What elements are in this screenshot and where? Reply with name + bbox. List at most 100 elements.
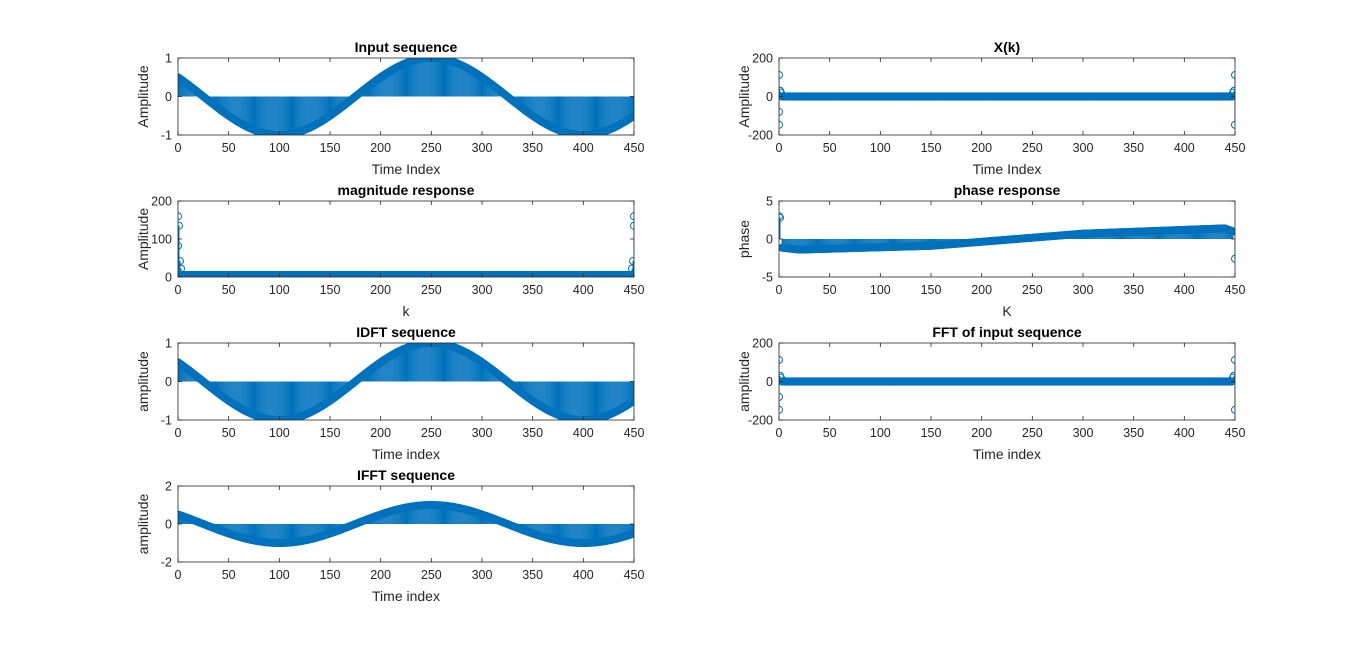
spike-marker-fft-7 xyxy=(1231,355,1235,364)
xtick-label-mag-2: 100 xyxy=(269,283,290,297)
xtick-label-mag-4: 200 xyxy=(370,283,391,297)
spike-marker-mag-0 xyxy=(178,212,182,221)
y-axis-label-xk: Amplitude xyxy=(736,65,752,127)
ytick-label-phase-0: -5 xyxy=(762,271,773,285)
ytick-label-mag-1: 100 xyxy=(151,233,172,247)
xtick-label-idft-6: 300 xyxy=(472,426,493,440)
spike-marker-fft-3 xyxy=(779,371,785,380)
xtick-label-input-6: 300 xyxy=(472,141,493,155)
spike-marker-fft-0 xyxy=(779,355,783,364)
xtick-label-phase-6: 300 xyxy=(1073,283,1094,297)
ytick-label-idft-1: 0 xyxy=(165,375,172,389)
ytick-label-mag-0: 0 xyxy=(165,271,172,285)
xtick-label-fft-0: 0 xyxy=(776,426,783,440)
xtick-label-phase-8: 400 xyxy=(1174,283,1195,297)
xtick-label-fft-5: 250 xyxy=(1022,426,1043,440)
series-idft xyxy=(178,343,634,420)
spike-marker-fft-1 xyxy=(779,392,783,401)
xtick-label-fft-6: 300 xyxy=(1073,426,1094,440)
x-axis-label-input: Time Index xyxy=(372,161,441,177)
chart-title-idft: IDFT sequence xyxy=(356,324,456,340)
xtick-label-mag-3: 150 xyxy=(320,283,341,297)
xtick-label-fft-2: 100 xyxy=(870,426,891,440)
xtick-label-fft-7: 350 xyxy=(1123,426,1144,440)
marker-phase-448 xyxy=(1228,227,1235,236)
chart-title-input: Input sequence xyxy=(355,39,458,55)
spike-marker-xk-0 xyxy=(779,70,783,79)
ytick-label-xk-1: 0 xyxy=(766,90,773,104)
xtick-label-mag-6: 300 xyxy=(472,283,493,297)
y-axis-label-fft: amplitude xyxy=(736,351,752,412)
xtick-label-mag-5: 250 xyxy=(421,283,442,297)
x-axis-label-fft: Time index xyxy=(973,446,1041,462)
xtick-label-xk-1: 50 xyxy=(823,141,837,155)
xtick-label-mag-8: 400 xyxy=(573,283,594,297)
xtick-label-input-3: 150 xyxy=(320,141,341,155)
spike-marker-xk-7 xyxy=(1231,70,1235,79)
x-axis-label-phase: K xyxy=(1002,303,1012,319)
xtick-label-idft-7: 350 xyxy=(522,426,543,440)
xtick-label-xk-5: 250 xyxy=(1022,141,1043,155)
spike-marker-mag-1 xyxy=(178,241,182,250)
xtick-label-xk-0: 0 xyxy=(776,141,783,155)
xtick-label-fft-1: 50 xyxy=(823,426,837,440)
chart-mag: 0 50 100 150 200 250 300 350 400 450 0 100 200 magnit… xyxy=(135,182,644,319)
series-xk xyxy=(779,70,1235,129)
xtick-label-fft-4: 200 xyxy=(971,426,992,440)
spike-marker-fft-2 xyxy=(779,405,783,414)
spike-marker-phase-0 xyxy=(779,212,783,221)
x-axis-label-mag: k xyxy=(403,303,411,319)
xtick-label-idft-8: 400 xyxy=(573,426,594,440)
ytick-label-xk-2: 200 xyxy=(752,52,773,66)
xtick-label-idft-0: 0 xyxy=(175,426,182,440)
chart-title-fft: FFT of input sequence xyxy=(932,324,1082,340)
ytick-label-idft-0: -1 xyxy=(161,414,172,428)
xtick-label-phase-0: 0 xyxy=(776,283,783,297)
xtick-label-xk-7: 350 xyxy=(1123,141,1144,155)
y-axis-label-idft: amplitude xyxy=(135,351,151,412)
xtick-label-xk-3: 150 xyxy=(921,141,942,155)
series-fft xyxy=(779,355,1235,414)
ytick-label-input-1: 0 xyxy=(165,90,172,104)
xtick-label-input-4: 200 xyxy=(370,141,391,155)
spike-marker-xk-3 xyxy=(779,86,785,95)
spike-marker-mag-4 xyxy=(178,264,186,273)
spike-marker-mag-5 xyxy=(627,264,634,273)
xtick-label-phase-9: 450 xyxy=(1225,283,1246,297)
xtick-label-phase-5: 250 xyxy=(1022,283,1043,297)
spike-marker-mag-6 xyxy=(628,257,634,266)
xtick-label-phase-4: 200 xyxy=(971,283,992,297)
spike-marker-xk-2 xyxy=(779,120,783,129)
x-axis-label-idft: Time index xyxy=(372,446,440,462)
spike-marker-xk-8 xyxy=(1231,120,1235,129)
xtick-label-idft-1: 50 xyxy=(222,426,236,440)
xtick-label-xk-8: 400 xyxy=(1174,141,1195,155)
spike-marker-phase-2 xyxy=(1231,254,1235,263)
xtick-label-input-1: 50 xyxy=(222,141,236,155)
xtick-label-input-0: 0 xyxy=(175,141,182,155)
xtick-label-mag-9: 450 xyxy=(624,283,645,297)
series-mag xyxy=(178,212,634,277)
y-axis-label-phase: phase xyxy=(736,220,752,258)
series-phase xyxy=(779,212,1235,263)
xtick-label-input-8: 400 xyxy=(573,141,594,155)
y-axis-label-input: Amplitude xyxy=(135,65,151,127)
xtick-label-xk-6: 300 xyxy=(1073,141,1094,155)
spike-marker-mag-3 xyxy=(178,257,185,266)
chart-title-mag: magnitude response xyxy=(338,182,475,198)
spike-marker-fft-8 xyxy=(1231,405,1235,414)
xtick-label-fft-9: 450 xyxy=(1225,426,1246,440)
xtick-label-xk-4: 200 xyxy=(971,141,992,155)
xtick-label-phase-3: 150 xyxy=(921,283,942,297)
xtick-label-idft-2: 100 xyxy=(269,426,290,440)
xtick-label-phase-1: 50 xyxy=(823,283,837,297)
series-input xyxy=(178,58,634,135)
xtick-label-fft-3: 150 xyxy=(921,426,942,440)
spike-marker-mag-7 xyxy=(630,221,634,230)
ytick-label-xk-0: -200 xyxy=(748,129,773,143)
xtick-label-fft-8: 400 xyxy=(1174,426,1195,440)
